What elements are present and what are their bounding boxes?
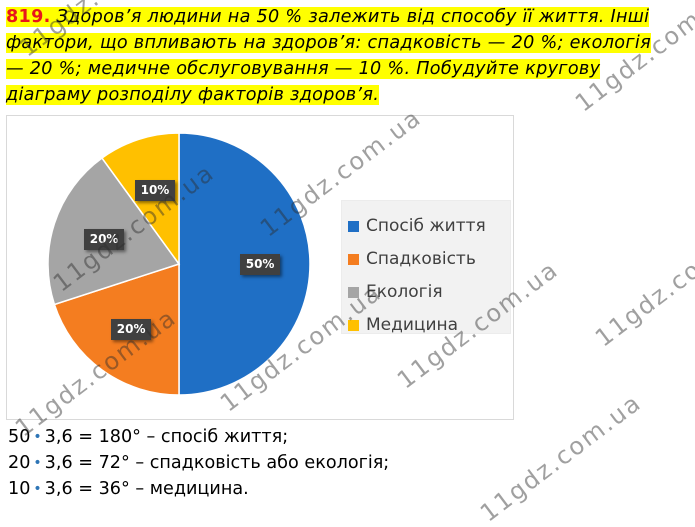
legend-swatch xyxy=(348,220,359,232)
pie-data-label: 20% xyxy=(83,229,125,251)
problem-line-4: діаграму розподілу факторів здоров’я. xyxy=(6,85,380,105)
problem-statement: 819. Здоров’я людини на 50 % залежить ві… xyxy=(6,4,690,108)
multiply-dot: • xyxy=(33,429,42,445)
pie-chart: 50% 20% 20% 10% Спосіб життя Спадковість Екол… xyxy=(6,115,514,420)
problem-line-2: фактори, що впливають на здоров’я: спадк… xyxy=(6,33,651,53)
pie-data-label: 50% xyxy=(239,253,281,275)
multiply-dot: • xyxy=(33,455,42,471)
pie-data-label: 10% xyxy=(134,179,176,201)
watermark: 11gdz.com.ua xyxy=(590,213,695,353)
calculation-line-2: 20 • 3,6 = 72° – спадковість або екологія; xyxy=(8,453,390,473)
problem-line-1: 819. Здоров’я людини на 50 % залежить ві… xyxy=(6,7,650,27)
legend-label: Спосіб життя xyxy=(366,216,486,236)
legend-item: Спадковість xyxy=(348,246,476,272)
legend-item: Екологія xyxy=(348,279,443,305)
legend-swatch xyxy=(348,319,359,331)
chart-legend: Спосіб життя Спадковість Екологія Медицина xyxy=(341,200,511,335)
problem-number: 819. xyxy=(6,7,51,27)
legend-item: Спосіб життя xyxy=(348,213,486,239)
multiply-dot: • xyxy=(33,481,42,497)
problem-line-3: — 20 %; медичне обслуговування — 10 %. П… xyxy=(6,59,601,79)
legend-swatch xyxy=(348,286,359,298)
legend-label: Медицина xyxy=(366,315,459,335)
legend-item: Медицина xyxy=(348,312,458,338)
legend-label: Спадковість xyxy=(366,249,476,269)
pie-data-label: 20% xyxy=(110,319,152,341)
legend-label: Екологія xyxy=(366,282,443,302)
calculation-line-3: 10 • 3,6 = 36° – медицина. xyxy=(8,479,249,499)
legend-swatch xyxy=(348,253,359,265)
calculation-line-1: 50 • 3,6 = 180° – спосіб життя; xyxy=(8,427,289,447)
